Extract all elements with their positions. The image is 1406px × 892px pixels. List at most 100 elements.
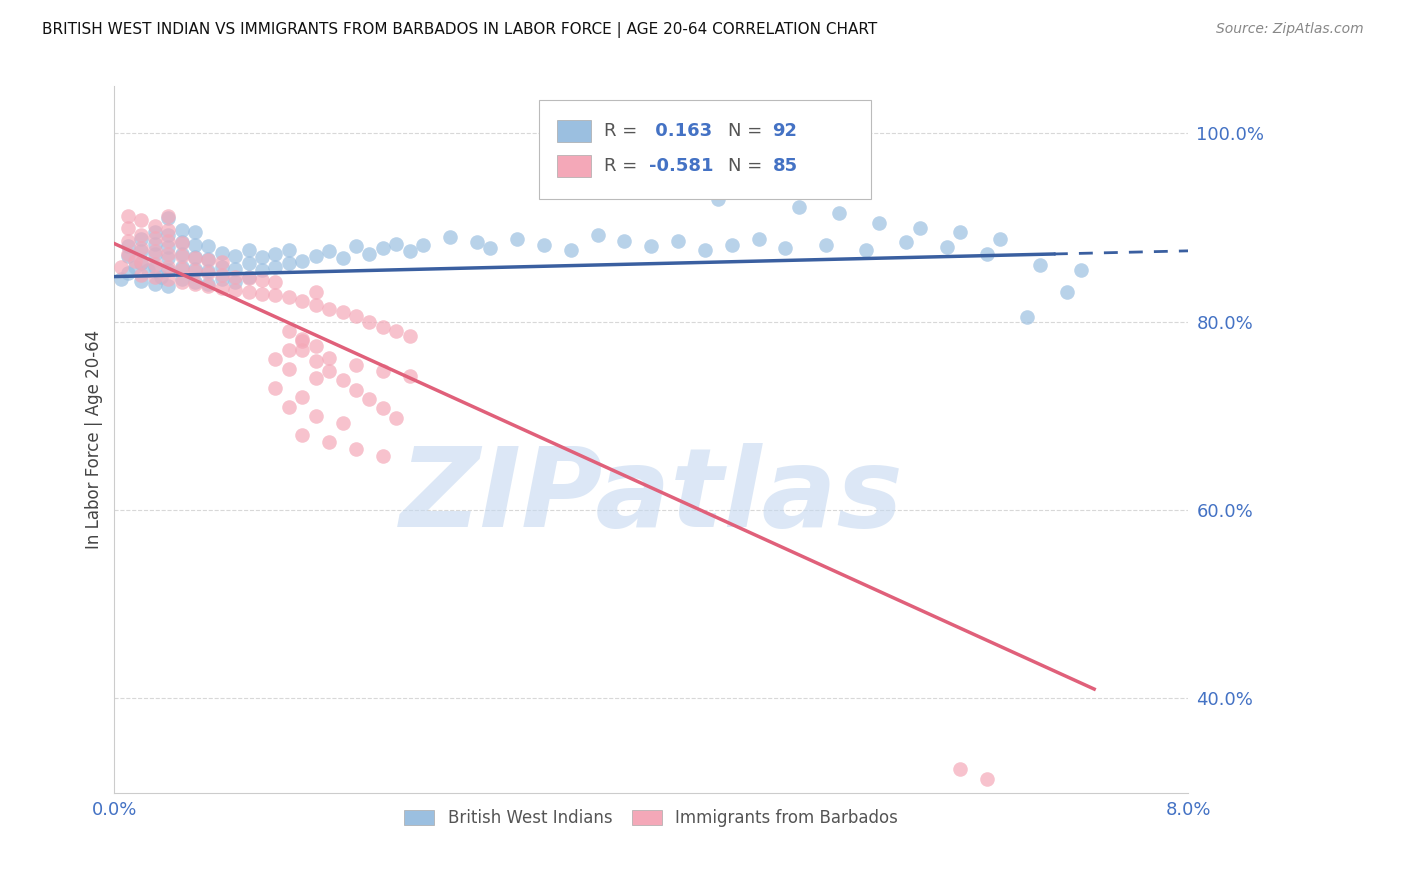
Point (787, 200, 810, 214)
Point (117, 234, 139, 248)
Point (1070, 263, 1092, 277)
Text: N =: N = (727, 157, 768, 175)
Point (117, 210, 139, 224)
Point (318, 301, 340, 316)
Point (184, 277, 207, 292)
Point (371, 319, 394, 334)
Point (371, 241, 394, 255)
Point (197, 239, 219, 253)
Point (264, 381, 287, 395)
Bar (557, 155, 591, 178)
Legend: British West Indians, Immigrants from Barbados: British West Indians, Immigrants from Ba… (398, 803, 905, 834)
Point (170, 262, 193, 277)
Point (291, 390, 314, 404)
Point (129, 256, 152, 270)
Point (197, 264, 219, 278)
Point (305, 371, 328, 385)
Text: Source: ZipAtlas.com: Source: ZipAtlas.com (1216, 22, 1364, 37)
Point (935, 240, 957, 254)
Point (157, 210, 180, 224)
Point (291, 332, 314, 346)
Point (385, 324, 408, 338)
Point (143, 247, 166, 261)
Point (197, 266, 219, 280)
Text: R =: R = (605, 122, 643, 140)
Point (143, 219, 166, 233)
Point (184, 251, 207, 265)
Point (506, 232, 529, 246)
Point (238, 256, 260, 270)
Point (707, 193, 730, 207)
Text: 0.163: 0.163 (650, 122, 713, 140)
Point (143, 244, 166, 259)
Point (305, 409, 328, 423)
Point (143, 260, 166, 275)
Point (157, 251, 180, 265)
Point (344, 358, 367, 372)
Point (748, 232, 770, 246)
Point (129, 274, 152, 288)
Point (250, 250, 273, 264)
Point (1015, 310, 1038, 324)
Point (748, 176, 770, 190)
Point (385, 236, 408, 251)
Point (277, 244, 299, 258)
Point (211, 272, 233, 286)
Point (170, 275, 193, 289)
Point (250, 273, 273, 287)
Point (305, 285, 328, 299)
Point (184, 225, 207, 239)
Point (170, 249, 193, 263)
Y-axis label: In Labor Force | Age 20-64: In Labor Force | Age 20-64 (86, 330, 103, 549)
Point (197, 279, 219, 293)
Point (238, 269, 260, 284)
Point (318, 351, 340, 365)
Point (143, 277, 166, 292)
Point (117, 220, 139, 235)
Point (157, 222, 180, 236)
Point (129, 244, 152, 259)
Point (124, 260, 146, 275)
Point (318, 244, 340, 259)
Point (143, 257, 166, 271)
Point (224, 269, 246, 284)
Point (129, 228, 152, 243)
Point (305, 249, 328, 263)
Point (586, 228, 609, 243)
Point (157, 240, 180, 254)
Point (305, 339, 328, 353)
Text: ZIPatlas: ZIPatlas (399, 442, 903, 549)
Point (157, 234, 180, 248)
Point (211, 268, 233, 282)
Point (318, 364, 340, 378)
Point (666, 234, 689, 248)
Point (828, 206, 851, 220)
Point (560, 244, 582, 258)
Point (344, 383, 367, 397)
Point (371, 364, 394, 378)
Point (238, 285, 260, 299)
Bar (557, 120, 591, 142)
Point (896, 235, 918, 249)
Point (693, 244, 716, 258)
Point (170, 247, 193, 261)
Point (197, 252, 219, 266)
Point (949, 225, 972, 239)
Point (264, 288, 287, 302)
Point (720, 237, 742, 252)
Point (224, 275, 246, 289)
Point (129, 232, 152, 246)
Point (110, 272, 132, 286)
Point (170, 272, 193, 286)
Point (291, 427, 314, 442)
Point (613, 234, 636, 248)
Point (344, 442, 367, 456)
Point (332, 417, 354, 431)
Point (264, 352, 287, 367)
Point (359, 315, 381, 329)
Point (359, 247, 381, 261)
Point (1056, 285, 1078, 299)
Point (197, 252, 219, 267)
Point (157, 247, 180, 261)
Point (184, 250, 207, 264)
